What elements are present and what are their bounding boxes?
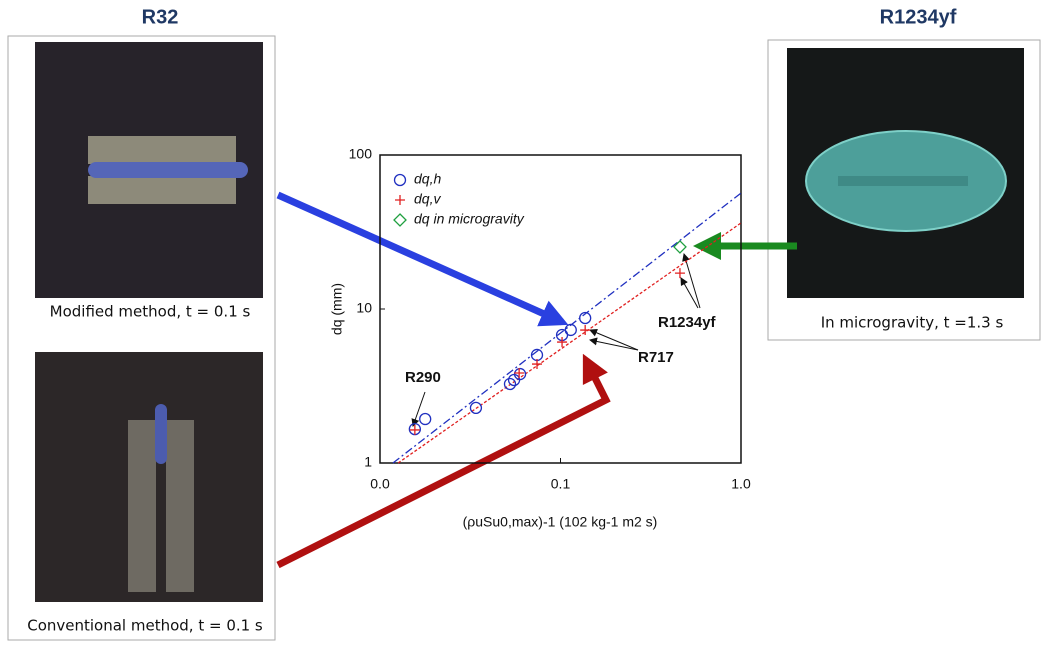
legend-label: dq in microgravity bbox=[414, 211, 525, 227]
data-point bbox=[513, 367, 527, 381]
connector-arrow bbox=[276, 191, 569, 327]
data-point bbox=[532, 359, 543, 370]
y-tick-label: 10 bbox=[356, 300, 372, 316]
data-point bbox=[419, 412, 432, 426]
x-tick-label: 0.0 bbox=[370, 476, 390, 492]
annotation: R290 bbox=[405, 369, 441, 386]
photo bbox=[35, 352, 263, 602]
legend-marker bbox=[393, 173, 407, 187]
caption: In microgravity, t =1.3 s bbox=[821, 314, 1004, 332]
annotation: R1234yf bbox=[658, 314, 717, 331]
data-point bbox=[579, 311, 592, 325]
fit-line bbox=[392, 192, 742, 464]
annotation-arrow bbox=[680, 277, 699, 309]
data-point bbox=[580, 325, 591, 336]
caption: Conventional method, t = 0.1 s bbox=[27, 617, 263, 635]
data-point bbox=[469, 401, 483, 415]
y-tick-label: 100 bbox=[349, 146, 373, 162]
annotation-arrow bbox=[682, 253, 701, 309]
annotation-arrow bbox=[589, 329, 639, 351]
annotation-arrow bbox=[411, 391, 426, 427]
panel-frame bbox=[7, 35, 276, 641]
data-point bbox=[564, 323, 577, 337]
connector-arrow bbox=[276, 353, 611, 569]
data-point bbox=[557, 337, 568, 348]
y-tick-label: 1 bbox=[364, 454, 372, 470]
photo bbox=[35, 42, 263, 298]
data-point bbox=[409, 424, 420, 435]
x-tick-label: 1.0 bbox=[731, 476, 751, 492]
fit-line bbox=[397, 222, 742, 464]
x-axis-label: (ρuSu0,max)-1 (102 kg-1 m2 s) bbox=[463, 514, 658, 530]
data-point bbox=[673, 239, 687, 254]
data-point bbox=[514, 368, 525, 379]
panel-frame bbox=[767, 39, 1041, 341]
x-tick-label: 0.1 bbox=[551, 476, 571, 492]
panel-title: R1234yf bbox=[880, 6, 957, 28]
caption: Modified method, t = 0.1 s bbox=[50, 303, 251, 321]
panel-title: R32 bbox=[142, 6, 179, 28]
photo bbox=[787, 48, 1024, 298]
legend-marker bbox=[395, 195, 405, 205]
data-point bbox=[503, 377, 517, 391]
y-axis-label: dq (mm) bbox=[329, 283, 345, 335]
legend-label: dq,v bbox=[414, 191, 441, 207]
legend-marker bbox=[393, 213, 407, 227]
annotation-arrow bbox=[589, 337, 639, 351]
legend-label: dq,h bbox=[414, 171, 441, 187]
annotation: R717 bbox=[638, 349, 674, 366]
data-point bbox=[674, 268, 685, 279]
